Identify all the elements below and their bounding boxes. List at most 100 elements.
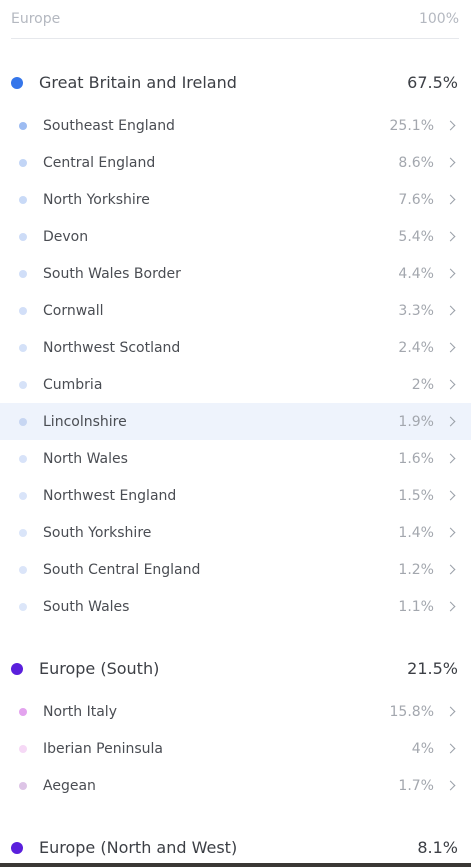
chevron-right-icon[interactable] — [445, 157, 456, 168]
group-header: Europe (North and West) 8.1% — [0, 829, 471, 866]
region-row[interactable]: Northwest England 1.5% — [0, 477, 471, 514]
region-row[interactable]: Central England 8.6% — [0, 144, 471, 181]
region-name: Central England — [43, 154, 156, 171]
region-color-dot — [19, 269, 27, 278]
region-color-dot — [19, 707, 27, 716]
europe-total-row: Europe 100% — [11, 0, 459, 39]
group-percent: 67.5% — [407, 73, 458, 92]
region-percent: 15.8% — [389, 703, 434, 720]
region-color-dot — [19, 158, 27, 167]
region-percent: 5.4% — [398, 228, 434, 245]
region-percent: 7.6% — [398, 191, 434, 208]
chevron-right-icon[interactable] — [445, 453, 456, 464]
region-percent: 1.4% — [398, 524, 434, 541]
region-color-dot — [19, 380, 27, 389]
region-percent: 1.5% — [398, 487, 434, 504]
region-row[interactable]: South Wales Border 4.4% — [0, 255, 471, 292]
region-row[interactable]: South Wales 1.1% — [0, 588, 471, 625]
region-row[interactable]: Lincolnshire 1.9% — [0, 403, 471, 440]
chevron-right-icon[interactable] — [445, 268, 456, 279]
group-name: Europe (South) — [39, 659, 160, 678]
region-percent: 1.9% — [398, 413, 434, 430]
region-name: North Wales — [43, 450, 128, 467]
region-name: Aegean — [43, 777, 96, 794]
region-color-dot — [19, 781, 27, 790]
chevron-right-icon[interactable] — [445, 706, 456, 717]
chevron-right-icon[interactable] — [445, 564, 456, 575]
group-percent: 21.5% — [407, 659, 458, 678]
chevron-right-icon[interactable] — [445, 305, 456, 316]
region-name: North Italy — [43, 703, 117, 720]
region-color-dot — [19, 195, 27, 204]
region-name: Devon — [43, 228, 89, 245]
region-row[interactable]: Northwest Scotland 2.4% — [0, 329, 471, 366]
region-percent: 1.1% — [398, 598, 434, 615]
region-row[interactable]: Southeast England 25.1% — [0, 107, 471, 144]
region-color-dot — [19, 528, 27, 537]
region-color-dot — [19, 121, 27, 130]
group-percent: 8.1% — [417, 838, 458, 857]
region-percent: 1.7% — [398, 777, 434, 794]
region-list: Southeast England 25.1% Central England 8.6… — [0, 107, 471, 625]
group-header: Europe (South) 21.5% — [0, 650, 471, 687]
region-percent: 2% — [411, 376, 434, 393]
region-color-dot — [19, 602, 27, 611]
chevron-right-icon[interactable] — [445, 527, 456, 538]
region-row[interactable]: Cumbria 2% — [0, 366, 471, 403]
region-percent: 1.6% — [398, 450, 434, 467]
bottom-edge — [0, 863, 471, 867]
region-percent: 4% — [411, 740, 434, 757]
chevron-right-icon[interactable] — [445, 194, 456, 205]
europe-percent: 100% — [418, 11, 459, 27]
region-list: North Italy 15.8% Iberian Peninsula 4% Aegea… — [0, 693, 471, 804]
region-name: Lincolnshire — [43, 413, 127, 430]
chevron-right-icon[interactable] — [445, 601, 456, 612]
region-percent: 2.4% — [398, 339, 434, 356]
region-row[interactable]: North Wales 1.6% — [0, 440, 471, 477]
region-name: Cornwall — [43, 302, 104, 319]
chevron-right-icon[interactable] — [445, 379, 456, 390]
group-color-dot — [11, 76, 23, 89]
region-color-dot — [19, 306, 27, 315]
region-row[interactable]: Iberian Peninsula 4% — [0, 730, 471, 767]
chevron-right-icon[interactable] — [445, 416, 456, 427]
region-percent: 25.1% — [389, 117, 434, 134]
group-color-dot — [11, 841, 23, 854]
region-row[interactable]: South Central England 1.2% — [0, 551, 471, 588]
chevron-right-icon[interactable] — [445, 490, 456, 501]
region-color-dot — [19, 232, 27, 241]
region-name: Cumbria — [43, 376, 103, 393]
region-row[interactable]: North Yorkshire 7.6% — [0, 181, 471, 218]
group-name: Europe (North and West) — [39, 838, 238, 857]
region-name: South Wales Border — [43, 265, 181, 282]
region-name: Northwest Scotland — [43, 339, 181, 356]
region-row[interactable]: Cornwall 3.3% — [0, 292, 471, 329]
region-color-dot — [19, 417, 27, 426]
chevron-right-icon[interactable] — [445, 231, 456, 242]
group-header: Great Britain and Ireland 67.5% — [0, 64, 471, 101]
region-color-dot — [19, 491, 27, 500]
region-color-dot — [19, 454, 27, 463]
chevron-right-icon[interactable] — [445, 743, 456, 754]
region-row[interactable]: Devon 5.4% — [0, 218, 471, 255]
region-name: Iberian Peninsula — [43, 740, 164, 757]
group-color-dot — [11, 662, 23, 675]
chevron-right-icon[interactable] — [445, 120, 456, 131]
region-name: Northwest England — [43, 487, 177, 504]
region-row[interactable]: North Italy 15.8% — [0, 693, 471, 730]
europe-label: Europe — [11, 11, 61, 27]
region-percent: 4.4% — [398, 265, 434, 282]
region-name: South Central England — [43, 561, 201, 578]
group-europe-south: Europe (South) 21.5% North Italy 15.8% Ibe… — [0, 650, 471, 804]
region-percent: 1.2% — [398, 561, 434, 578]
region-row[interactable]: Aegean 1.7% — [0, 767, 471, 804]
chevron-right-icon[interactable] — [445, 342, 456, 353]
region-percent: 8.6% — [398, 154, 434, 171]
region-row[interactable]: South Yorkshire 1.4% — [0, 514, 471, 551]
region-color-dot — [19, 343, 27, 352]
chevron-right-icon[interactable] — [445, 780, 456, 791]
region-color-dot — [19, 744, 27, 753]
region-name: Southeast England — [43, 117, 175, 134]
region-name: South Wales — [43, 598, 130, 615]
region-name: South Yorkshire — [43, 524, 152, 541]
